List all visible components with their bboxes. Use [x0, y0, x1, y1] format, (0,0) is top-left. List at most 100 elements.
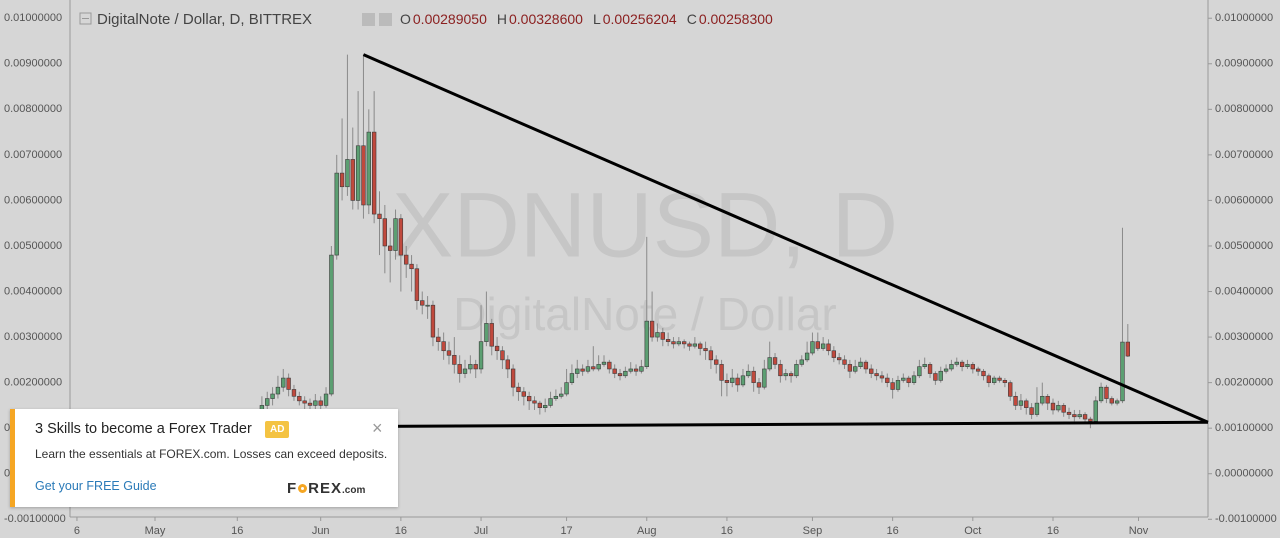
- candle-body: [1034, 402, 1040, 415]
- y-tick-label: 0.00200000: [4, 377, 62, 389]
- candle-body: [441, 341, 446, 352]
- candle-body: [457, 364, 462, 374]
- ohlc-value: 0.00328600: [509, 11, 583, 27]
- candle-body: [575, 368, 580, 374]
- candle-body: [922, 364, 927, 367]
- candle-body: [826, 343, 831, 352]
- candle-body: [585, 366, 591, 372]
- candle-body: [869, 368, 874, 374]
- candle-body: [735, 377, 740, 386]
- candle-body: [286, 377, 291, 390]
- candle-body: [1050, 402, 1056, 411]
- ad-title: 3 Skills to become a Forex Trader: [35, 421, 252, 437]
- candle-body: [1125, 341, 1130, 357]
- candle-body: [521, 391, 526, 397]
- candle-body: [788, 373, 794, 377]
- candle-body: [318, 400, 323, 406]
- candle-body: [623, 370, 628, 377]
- settings-icon[interactable]: [362, 13, 375, 26]
- x-tick-label: Jul: [474, 525, 488, 537]
- y-tick-label: 0.00300000: [4, 331, 62, 343]
- candle-body: [559, 393, 564, 397]
- y-tick-label-right: 0.00800000: [1215, 103, 1273, 115]
- candle-body: [815, 341, 820, 349]
- candle-body: [1088, 418, 1093, 422]
- candle-body: [1093, 400, 1098, 422]
- candle-body: [1061, 405, 1066, 413]
- candle-body: [708, 350, 714, 361]
- candle-body: [698, 343, 703, 349]
- candle-body: [404, 254, 409, 265]
- candle-body: [837, 357, 842, 361]
- candle-body: [334, 172, 339, 256]
- candle-body: [302, 400, 307, 404]
- candle-body: [532, 400, 537, 404]
- candle-body: [906, 377, 911, 383]
- y-tick-label-right: -0.00100000: [1215, 513, 1277, 525]
- candle-body: [986, 375, 992, 383]
- candle-body: [911, 375, 917, 383]
- candle-body: [398, 218, 404, 256]
- candle-body: [831, 350, 837, 358]
- candle-body: [270, 393, 275, 399]
- candle-body: [591, 366, 596, 370]
- candle-body: [323, 393, 329, 406]
- candle-body: [307, 402, 313, 406]
- candle-body: [1040, 395, 1045, 404]
- candle-body: [345, 159, 350, 188]
- candle-body: [377, 213, 382, 219]
- candle-body: [703, 348, 708, 352]
- ad-link[interactable]: Get your FREE Guide: [35, 479, 157, 493]
- candle-body: [1098, 386, 1104, 402]
- candle-body: [1077, 414, 1082, 418]
- candle-body: [265, 398, 270, 406]
- collapse-icon[interactable]: [79, 12, 92, 25]
- candle-body: [617, 373, 623, 377]
- candle-body: [842, 359, 847, 365]
- candle-body: [500, 350, 505, 361]
- candle-body: [1024, 400, 1029, 408]
- candle-body: [655, 332, 660, 338]
- ohlc-key: H: [497, 11, 507, 27]
- candle-body: [665, 339, 671, 342]
- x-tick-label: Aug: [637, 525, 657, 537]
- candle-body: [350, 159, 355, 201]
- y-tick-label-right: 0.00400000: [1215, 285, 1273, 297]
- candle-body: [751, 370, 756, 383]
- candle-body: [436, 336, 441, 342]
- candle-body: [505, 359, 510, 370]
- watermark: XDNUSD, D: [392, 174, 898, 276]
- candle-body: [569, 373, 575, 383]
- candle-body: [676, 341, 681, 345]
- candle-body: [1008, 382, 1013, 397]
- candle-body: [746, 370, 751, 377]
- ad-banner[interactable]: 3 Skills to become a Forex Trader AD × L…: [10, 409, 398, 507]
- candle-body: [778, 364, 783, 377]
- hide-icon[interactable]: [379, 13, 392, 26]
- candle-body: [275, 386, 281, 395]
- candle-body: [772, 357, 778, 365]
- candle-body: [355, 145, 361, 201]
- candle-body: [1029, 407, 1034, 415]
- ad-close[interactable]: ×: [372, 418, 383, 438]
- candle-body: [762, 368, 767, 388]
- y-tick-label-right: 0.01000000: [1215, 12, 1273, 24]
- candle-body: [1056, 405, 1061, 411]
- candle-body: [339, 172, 345, 188]
- candle-body: [671, 341, 676, 345]
- candle-body: [927, 364, 933, 374]
- x-tick-label: 16: [721, 525, 733, 537]
- candle-body: [633, 368, 639, 372]
- x-tick-label: May: [145, 525, 166, 537]
- candle-body: [601, 361, 607, 365]
- y-tick-label: 0.00500000: [4, 240, 62, 252]
- candle-body: [639, 366, 644, 372]
- candle-body: [714, 359, 719, 365]
- y-tick-label-right: 0.00600000: [1215, 194, 1273, 206]
- x-tick-label: 16: [887, 525, 899, 537]
- x-tick-label: Sep: [803, 525, 823, 537]
- y-tick-label: 0.00400000: [4, 285, 62, 297]
- candle-body: [949, 364, 954, 370]
- candle-body: [478, 341, 484, 370]
